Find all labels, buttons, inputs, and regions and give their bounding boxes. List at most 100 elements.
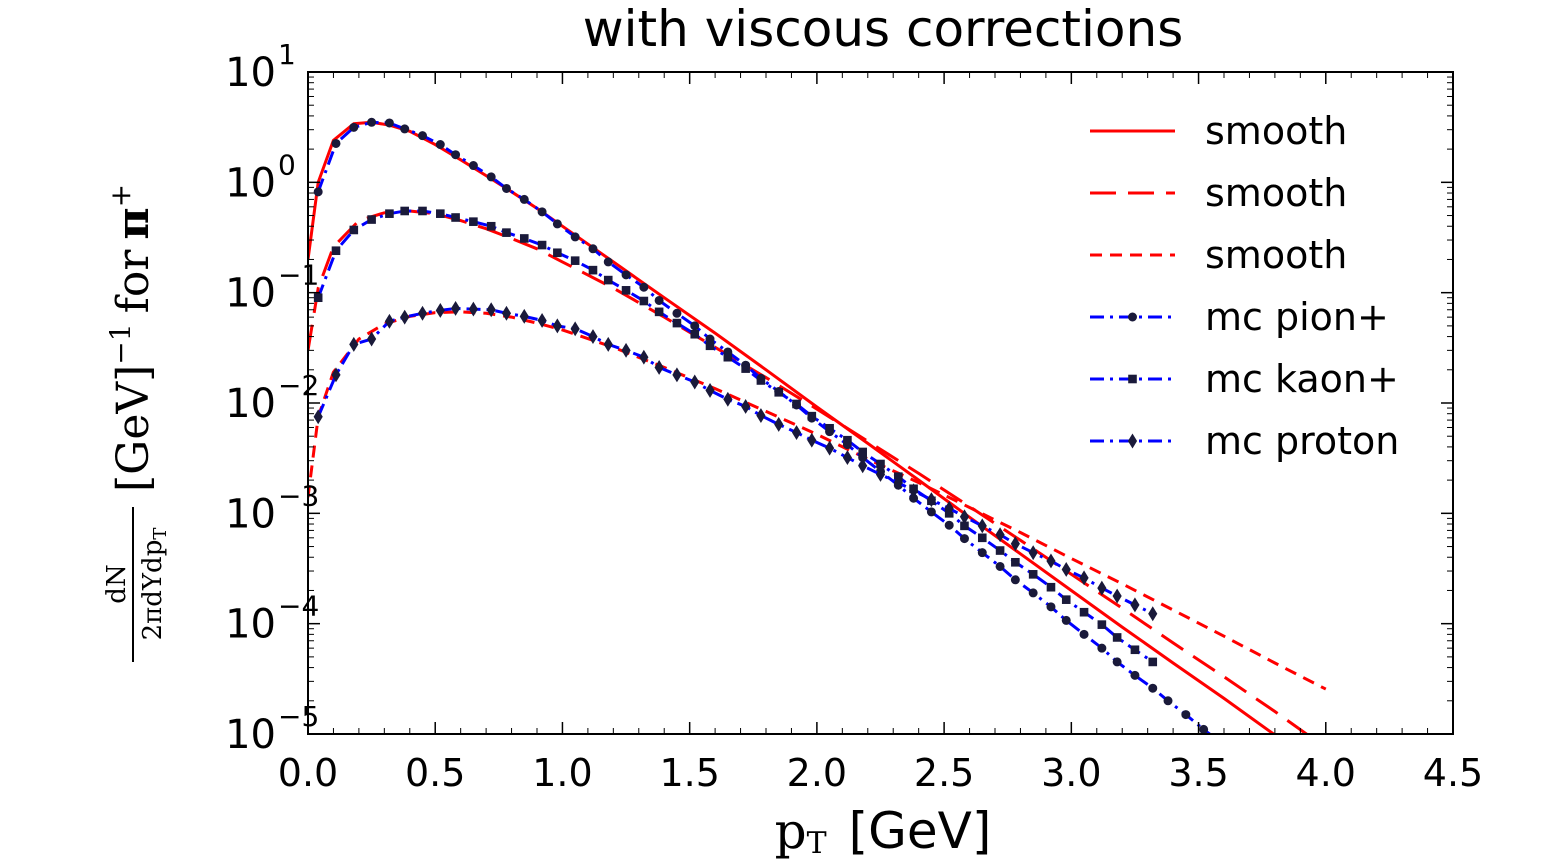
data-point-square-17 xyxy=(603,275,613,285)
data-point-circle-17 xyxy=(603,257,613,267)
data-point-diamond-26 xyxy=(756,408,766,423)
y-tick-label: 10 xyxy=(225,160,276,206)
data-point-circle-7 xyxy=(435,140,445,150)
data-point-diamond-28 xyxy=(791,425,802,440)
data-point-diamond-6 xyxy=(417,305,428,321)
data-point-circle-14 xyxy=(552,219,562,229)
data-point-square-19 xyxy=(639,296,649,306)
data-point-diamond-15 xyxy=(570,321,580,337)
data-point-square-13 xyxy=(537,240,547,250)
data-point-square-33 xyxy=(876,459,885,469)
data-point-diamond-38 xyxy=(959,509,970,525)
data-point-square-14 xyxy=(553,248,562,258)
data-point-square-10 xyxy=(486,221,496,231)
data-point-diamond-34 xyxy=(893,475,903,491)
data-point-diamond-9 xyxy=(468,301,478,317)
x-tick-label: 0.5 xyxy=(405,751,465,795)
data-point-square-46 xyxy=(1097,620,1107,629)
data-point-diamond-35 xyxy=(908,483,919,499)
x-axis-label: pT [GeV] xyxy=(775,802,992,861)
data-point-circle-41 xyxy=(1010,575,1020,585)
data-point-diamond-1 xyxy=(331,367,341,383)
data-point-circle-37 xyxy=(944,520,954,530)
data-point-diamond-18 xyxy=(621,342,631,358)
y-axis-label-for: for xyxy=(108,249,159,314)
data-point-square-21 xyxy=(672,318,682,328)
legend-entry: smooth xyxy=(1090,233,1347,277)
data-point-diamond-2 xyxy=(349,336,359,352)
data-point-circle-1 xyxy=(331,138,341,148)
data-point-square-28 xyxy=(792,399,801,409)
data-point-diamond-49 xyxy=(1148,606,1158,622)
data-point-square-24 xyxy=(723,352,733,362)
data-point-circle-16 xyxy=(588,244,598,254)
data-point-diamond-25 xyxy=(741,399,751,414)
data-point-diamond-45 xyxy=(1079,570,1089,586)
legend-label: smooth xyxy=(1205,171,1347,215)
data-point-square-29 xyxy=(807,411,817,421)
data-point-square-20 xyxy=(654,307,664,317)
legend-label: mc proton xyxy=(1205,419,1399,463)
data-point-square-23 xyxy=(705,341,715,351)
data-point-square-30 xyxy=(825,423,834,433)
data-point-diamond-21 xyxy=(672,367,682,383)
data-point-diamond-8 xyxy=(450,300,461,316)
data-point-diamond-23 xyxy=(705,382,715,398)
data-point-circle-38 xyxy=(959,534,969,544)
data-point-circle-52 xyxy=(1199,724,1209,734)
data-point-square-12 xyxy=(519,234,529,243)
data-point-diamond-0 xyxy=(313,409,323,425)
data-point-circle-43 xyxy=(1046,602,1056,612)
y-tick-label-exp: −3 xyxy=(278,479,319,512)
data-point-circle-18 xyxy=(621,270,631,280)
data-point-circle-22 xyxy=(690,321,700,331)
data-point-square-27 xyxy=(774,388,784,397)
data-point-diamond-47 xyxy=(1112,588,1122,604)
series-line-0-smooth xyxy=(308,120,1277,734)
data-point-square-25 xyxy=(741,364,750,373)
data-point-circle-5 xyxy=(400,124,410,134)
y-axis-label-text: [GeV]−1 for π+ xyxy=(104,184,159,492)
data-point-diamond-11 xyxy=(501,305,512,321)
data-point-square-31 xyxy=(843,435,852,445)
x-axis-label-unit: [GeV] xyxy=(849,802,992,860)
y-tick-label-exp: −2 xyxy=(278,369,319,402)
data-point-diamond-43 xyxy=(1046,553,1056,569)
x-tick-label: 3.5 xyxy=(1168,751,1228,795)
legend-label: smooth xyxy=(1205,109,1347,153)
legend-marker-diamond xyxy=(1127,433,1138,449)
x-tick-label: 4.0 xyxy=(1296,751,1356,795)
y-axis-label-frac-num: dN xyxy=(102,564,132,603)
legend-entry: smooth xyxy=(1090,171,1347,215)
y-axis-label-frac-den-sub: T xyxy=(150,528,171,540)
data-point-circle-45 xyxy=(1079,629,1089,639)
data-point-diamond-12 xyxy=(519,308,529,324)
data-point-circle-44 xyxy=(1061,615,1071,625)
y-tick-label: 10 xyxy=(225,381,276,427)
data-point-circle-11 xyxy=(501,183,511,193)
y-tick-label: 10 xyxy=(225,50,276,96)
data-point-diamond-32 xyxy=(858,458,868,474)
x-axis-label-sub: T xyxy=(807,826,827,861)
y-tick-label: 10 xyxy=(225,271,276,317)
data-point-diamond-36 xyxy=(926,492,936,508)
data-point-diamond-27 xyxy=(774,416,784,432)
y-axis-label: dN 2πdYdpT [GeV]−1 for π+ xyxy=(102,184,171,662)
data-point-diamond-46 xyxy=(1097,580,1107,596)
data-point-diamond-20 xyxy=(654,359,664,375)
legend-label: mc pion+ xyxy=(1205,295,1389,339)
data-point-diamond-31 xyxy=(842,450,853,466)
data-point-circle-13 xyxy=(537,207,547,217)
legend-label: mc kaon+ xyxy=(1205,357,1399,401)
data-point-circle-8 xyxy=(451,150,461,160)
data-point-square-7 xyxy=(436,209,445,218)
legend-label: smooth xyxy=(1205,233,1347,277)
data-point-square-1 xyxy=(331,246,341,256)
y-axis-label-exp: −1 xyxy=(104,323,137,364)
data-point-circle-51 xyxy=(1181,710,1191,720)
data-point-diamond-41 xyxy=(1010,536,1020,552)
data-point-circle-20 xyxy=(654,295,664,305)
chart-axes: 0.0 0.5 1.0 1.5 2.0 2.5 3.0 3.5 4.0 4.510−510−410… xyxy=(225,38,1483,795)
data-point-diamond-30 xyxy=(825,440,835,456)
data-point-circle-15 xyxy=(570,232,580,242)
